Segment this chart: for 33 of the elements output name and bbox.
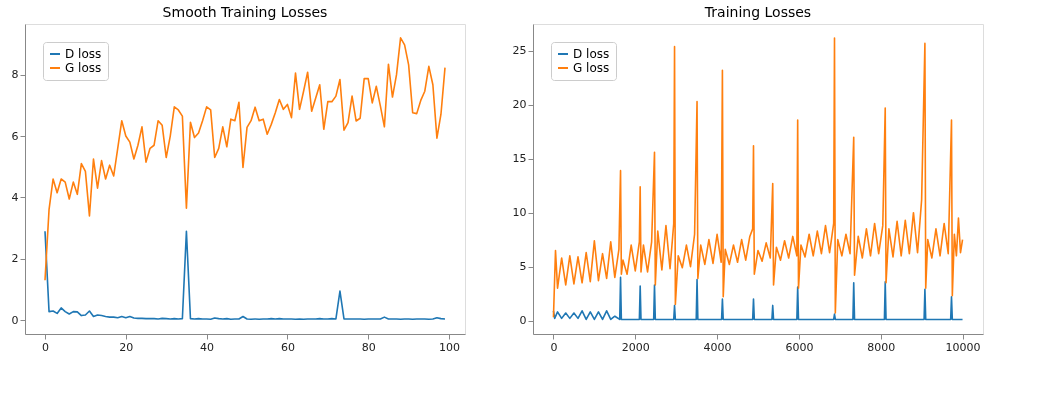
y-tick-label: 15 <box>512 152 527 166</box>
legend-label: G loss <box>65 61 102 75</box>
y-tick-label: 0 <box>11 313 19 327</box>
y-tick-label: 10 <box>512 206 527 220</box>
x-tick-label: 40 <box>200 340 215 354</box>
x-tick-label: 60 <box>280 340 295 354</box>
legend-label: G loss <box>573 61 610 75</box>
y-tick-label: 6 <box>11 129 19 143</box>
legend-label: D loss <box>573 47 610 61</box>
y-tick-label: 2 <box>11 252 19 266</box>
x-tick-label: 6000 <box>785 340 814 354</box>
x-tick-label: 20 <box>119 340 134 354</box>
x-tick-label: 0 <box>550 340 558 354</box>
line-series <box>552 276 964 321</box>
y-tick-label: 25 <box>512 44 527 58</box>
y-tick-label: 8 <box>11 68 19 82</box>
line-series <box>44 230 446 321</box>
x-tick-label: 100 <box>439 340 461 354</box>
x-tick-label: 80 <box>361 340 376 354</box>
x-tick-label: 8000 <box>867 340 896 354</box>
x-tick-label: 2000 <box>621 340 650 354</box>
line-series <box>552 37 964 319</box>
x-tick-label: 4000 <box>703 340 732 354</box>
y-tick-label: 4 <box>11 190 19 204</box>
legend-label: D loss <box>65 47 102 61</box>
y-tick-label: 5 <box>519 260 527 274</box>
y-tick-label: 20 <box>512 98 527 112</box>
x-tick-label: 10000 <box>945 340 981 354</box>
x-tick-label: 0 <box>42 340 49 354</box>
line-series <box>44 37 446 282</box>
y-tick-label: 0 <box>519 314 527 328</box>
chart-title: Training Losses <box>703 4 812 20</box>
chart-title: Smooth Training Losses <box>162 4 328 20</box>
